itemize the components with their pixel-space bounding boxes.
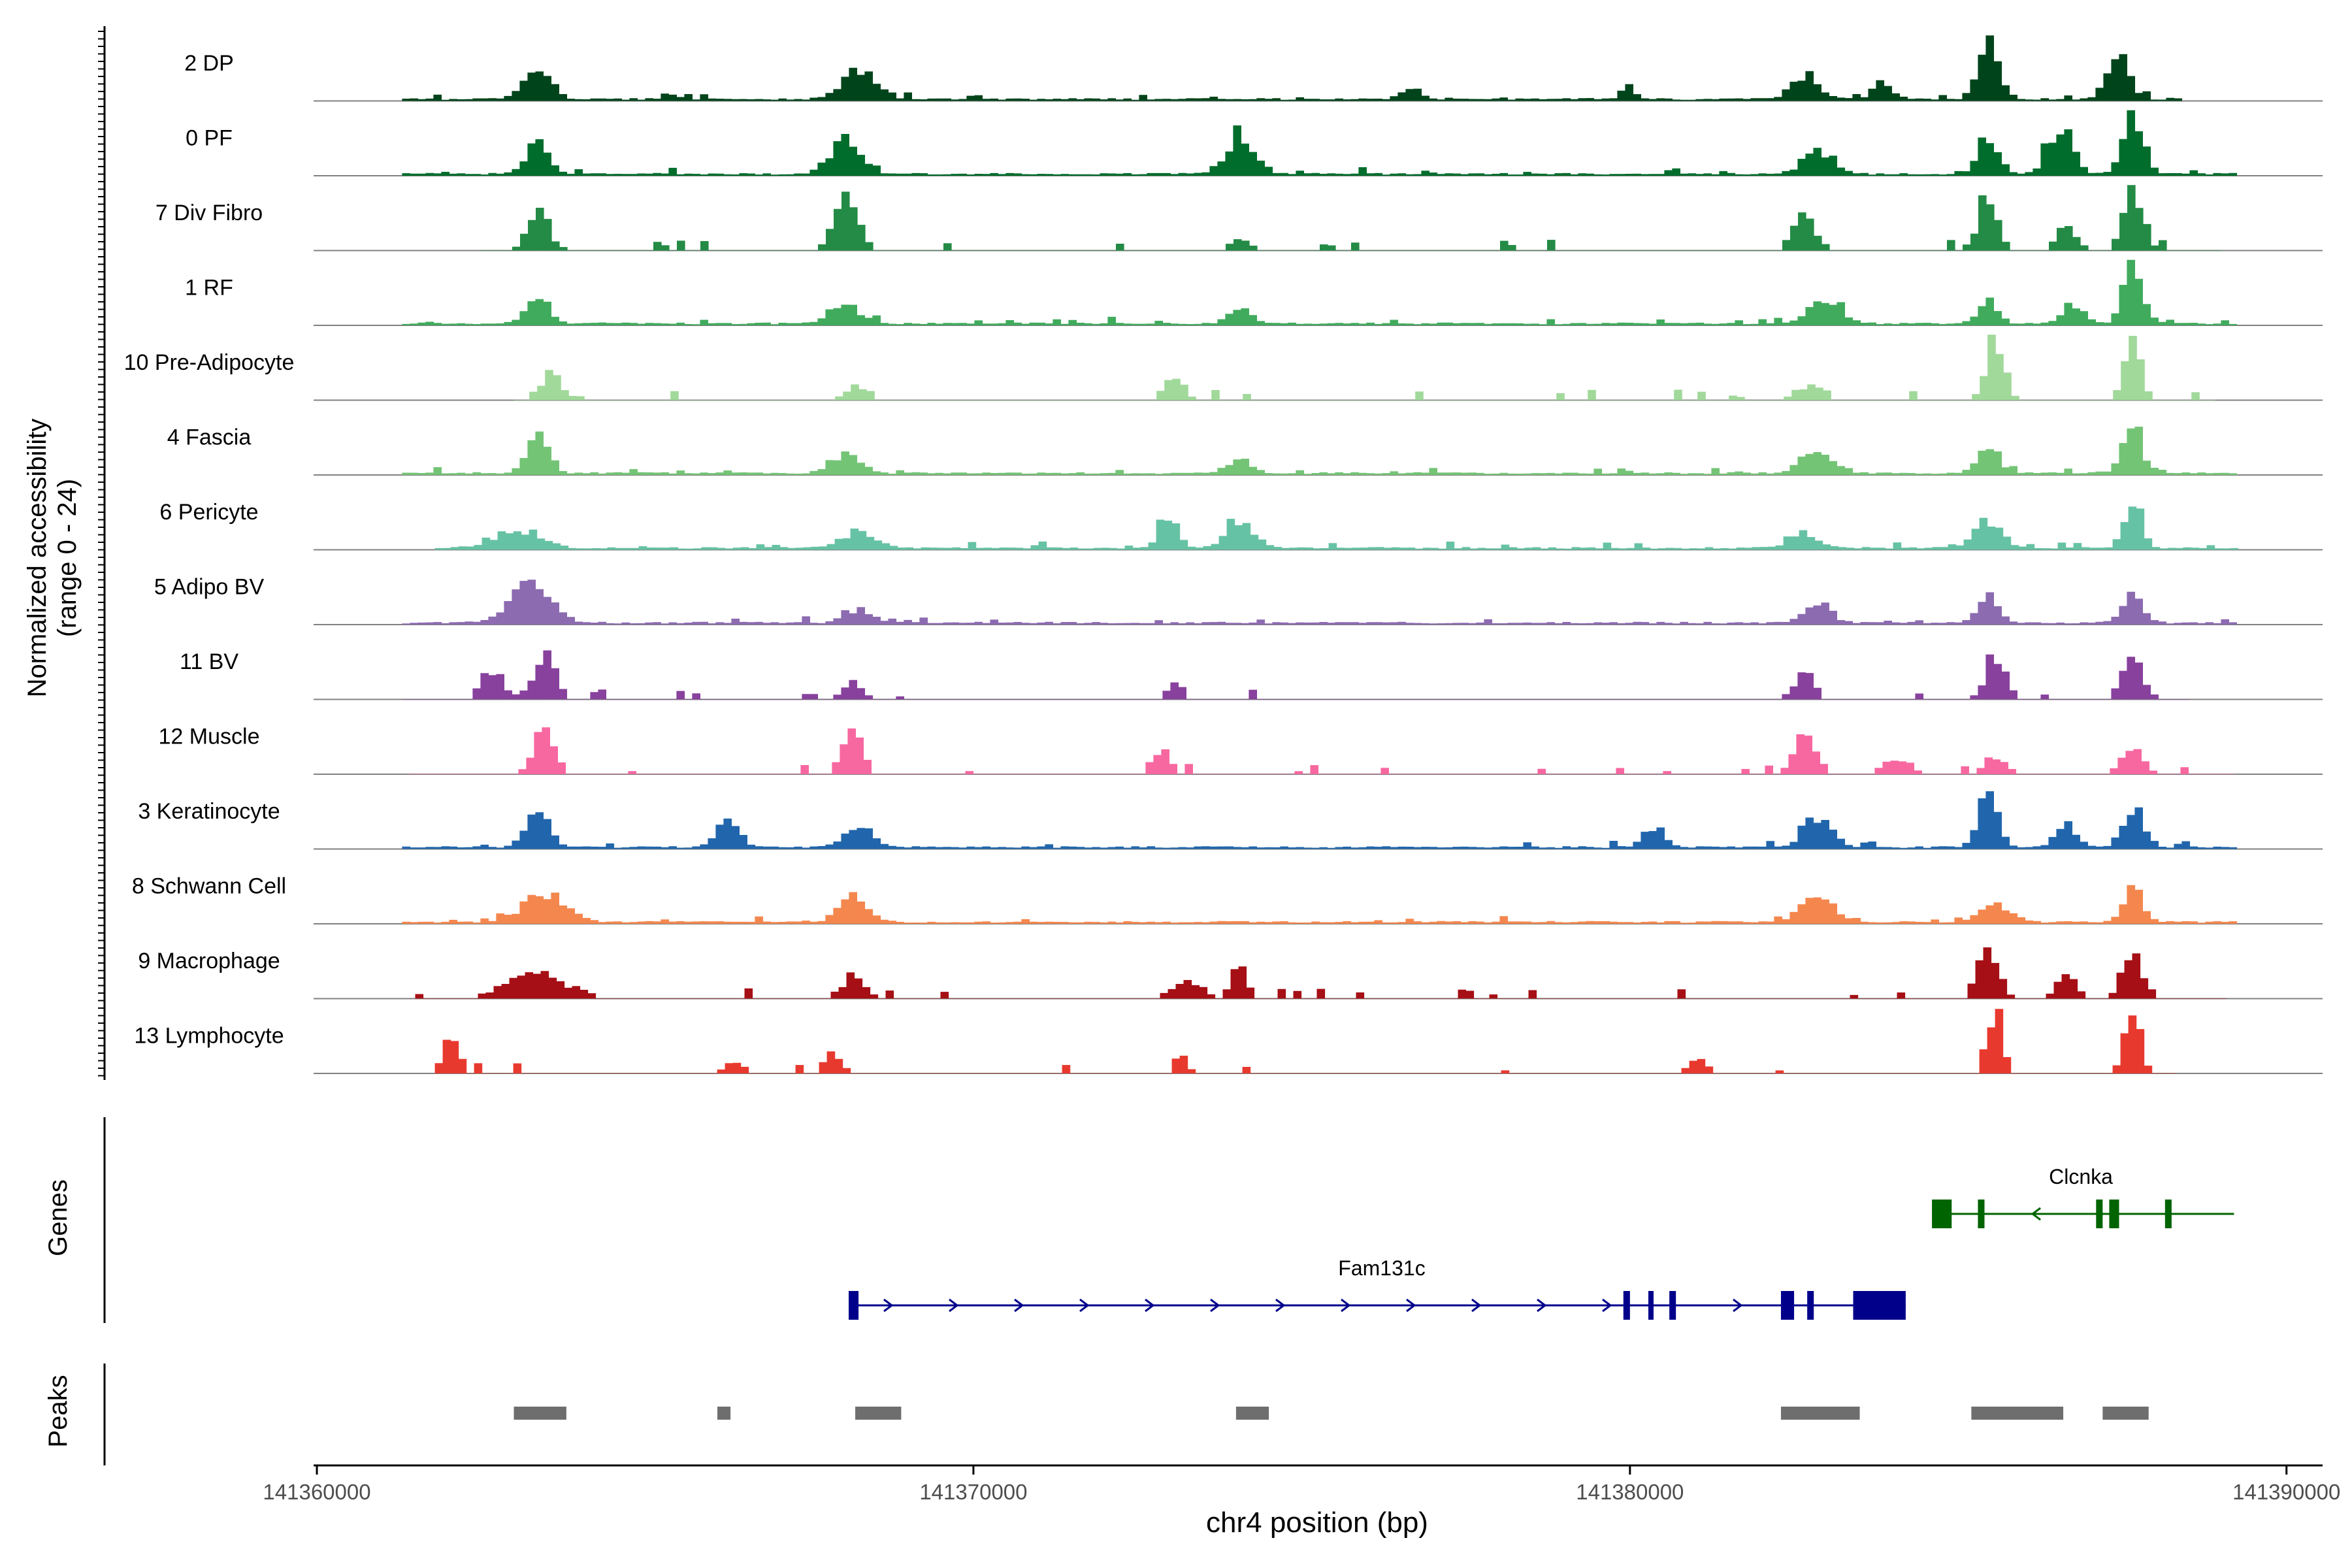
exon [2096, 1200, 2103, 1228]
track-12: 9 Macrophage [138, 947, 2323, 1000]
peak-region [717, 1407, 731, 1420]
strand-arrow [1341, 1298, 1351, 1313]
coverage-area [402, 427, 2237, 475]
coverage-area [434, 506, 2239, 550]
track-label: 10 Pre-Adipocyte [124, 350, 295, 375]
track-1: 0 PF [186, 110, 2323, 176]
peaks-track-label: Peaks [44, 1375, 73, 1447]
coverage-area [514, 335, 2215, 400]
strand-arrow [1602, 1298, 1612, 1313]
track-label: 9 Macrophage [138, 949, 280, 973]
coverage-area [402, 35, 2182, 101]
gene-name: Fam131c [1338, 1256, 1425, 1280]
track-label: 1 RF [185, 276, 233, 301]
gene-name: Clcnka [2049, 1165, 2113, 1188]
track-label: 0 PF [186, 126, 233, 151]
coverage-area [481, 185, 2222, 251]
strand-arrow [2031, 1207, 2041, 1221]
peak-region [2102, 1407, 2149, 1420]
peak-region [855, 1407, 902, 1420]
gene-track: Clcnka Fam131c [848, 1165, 2234, 1320]
track-label: 5 Adipo BV [154, 575, 265, 600]
track-2: 7 Div Fibro [155, 185, 2323, 252]
x-tick-label: 141380000 [1576, 1480, 1684, 1504]
strand-arrow [1210, 1298, 1220, 1313]
coverage-area [402, 885, 2237, 924]
strand-arrow [1471, 1298, 1482, 1313]
exon [1669, 1291, 1676, 1320]
track-9: 12 Muscle [159, 725, 2323, 775]
exon [1648, 1291, 1654, 1320]
track-label: 11 BV [180, 649, 238, 674]
gene-fam131c: Fam131c [848, 1256, 1906, 1320]
coverage-area [408, 727, 2236, 775]
track-0: 2 DP [184, 35, 2323, 102]
y-axis-title-range: (range 0 - 24) [53, 479, 82, 637]
exon [1807, 1291, 1814, 1320]
strand-arrow [1079, 1298, 1090, 1313]
x-tick-label: 141390000 [2232, 1480, 2340, 1504]
strand-arrow [949, 1298, 959, 1313]
peak-region [514, 1407, 566, 1420]
track-label: 4 Fascia [167, 425, 252, 450]
strand-arrow [1145, 1298, 1155, 1313]
track-label: 6 Pericyte [159, 500, 258, 525]
track-4: 10 Pre-Adipocyte [124, 335, 2323, 401]
x-tick-label: 141370000 [919, 1480, 1027, 1504]
peak-region [1780, 1407, 1860, 1420]
genes-track-label: Genes [44, 1179, 73, 1256]
gene-clcnka: Clcnka [1932, 1165, 2234, 1228]
peak-region [1235, 1407, 1269, 1420]
strand-arrow [1275, 1298, 1286, 1313]
coverage-area [402, 791, 2237, 849]
exon [848, 1291, 859, 1320]
coverage-area [402, 580, 2237, 625]
track-3: 1 RF [185, 259, 2323, 326]
track-label: 3 Keratinocyte [138, 799, 280, 824]
exon [1780, 1291, 1795, 1320]
strand-arrow [1733, 1298, 1743, 1313]
track-11: 8 Schwann Cell [132, 874, 2323, 924]
strand-arrow [883, 1298, 894, 1313]
x-axis-title: chr4 position (bp) [1206, 1507, 1428, 1539]
track-label: 13 Lymphocyte [134, 1024, 284, 1049]
track-label: 8 Schwann Cell [132, 874, 286, 899]
x-tick-label: 141360000 [263, 1480, 370, 1504]
peak-track [514, 1407, 2149, 1420]
exon [1978, 1200, 1985, 1228]
left-axes [98, 26, 106, 1465]
coverage-area [402, 259, 2237, 325]
exon [1623, 1291, 1630, 1320]
coverage-area [402, 110, 2237, 176]
strand-arrow [1537, 1298, 1547, 1313]
track-10: 3 Keratinocyte [138, 791, 2323, 850]
strand-arrow [1014, 1298, 1024, 1313]
exon [1932, 1200, 1952, 1228]
exon [2109, 1200, 2119, 1228]
track-8: 11 BV [180, 649, 2323, 700]
track-13: 13 Lymphocyte [134, 1009, 2323, 1074]
track-label: 2 DP [184, 51, 234, 76]
coverage-area [415, 947, 2227, 999]
track-5: 4 Fascia [167, 425, 2323, 476]
track-7: 5 Adipo BV [154, 575, 2323, 625]
exon [2164, 1200, 2172, 1228]
coverage-area [434, 1009, 2176, 1074]
strand-arrow [1406, 1298, 1416, 1313]
y-axis-title: Normalized accessibility [23, 419, 52, 698]
coverage-tracks: 2 DP 0 PF 7 Div Fibro 1 RF 10 Pre-Adipocyte 4… [124, 35, 2323, 1074]
track-label: 12 Muscle [159, 725, 260, 749]
coverage-area [402, 650, 2190, 700]
exon [1853, 1291, 1906, 1320]
track-6: 6 Pericyte [159, 500, 2323, 551]
track-label: 7 Div Fibro [155, 201, 263, 225]
x-axis: 141360000 141370000 141380000 141390000 [263, 1464, 2340, 1504]
peak-region [1971, 1407, 2064, 1420]
